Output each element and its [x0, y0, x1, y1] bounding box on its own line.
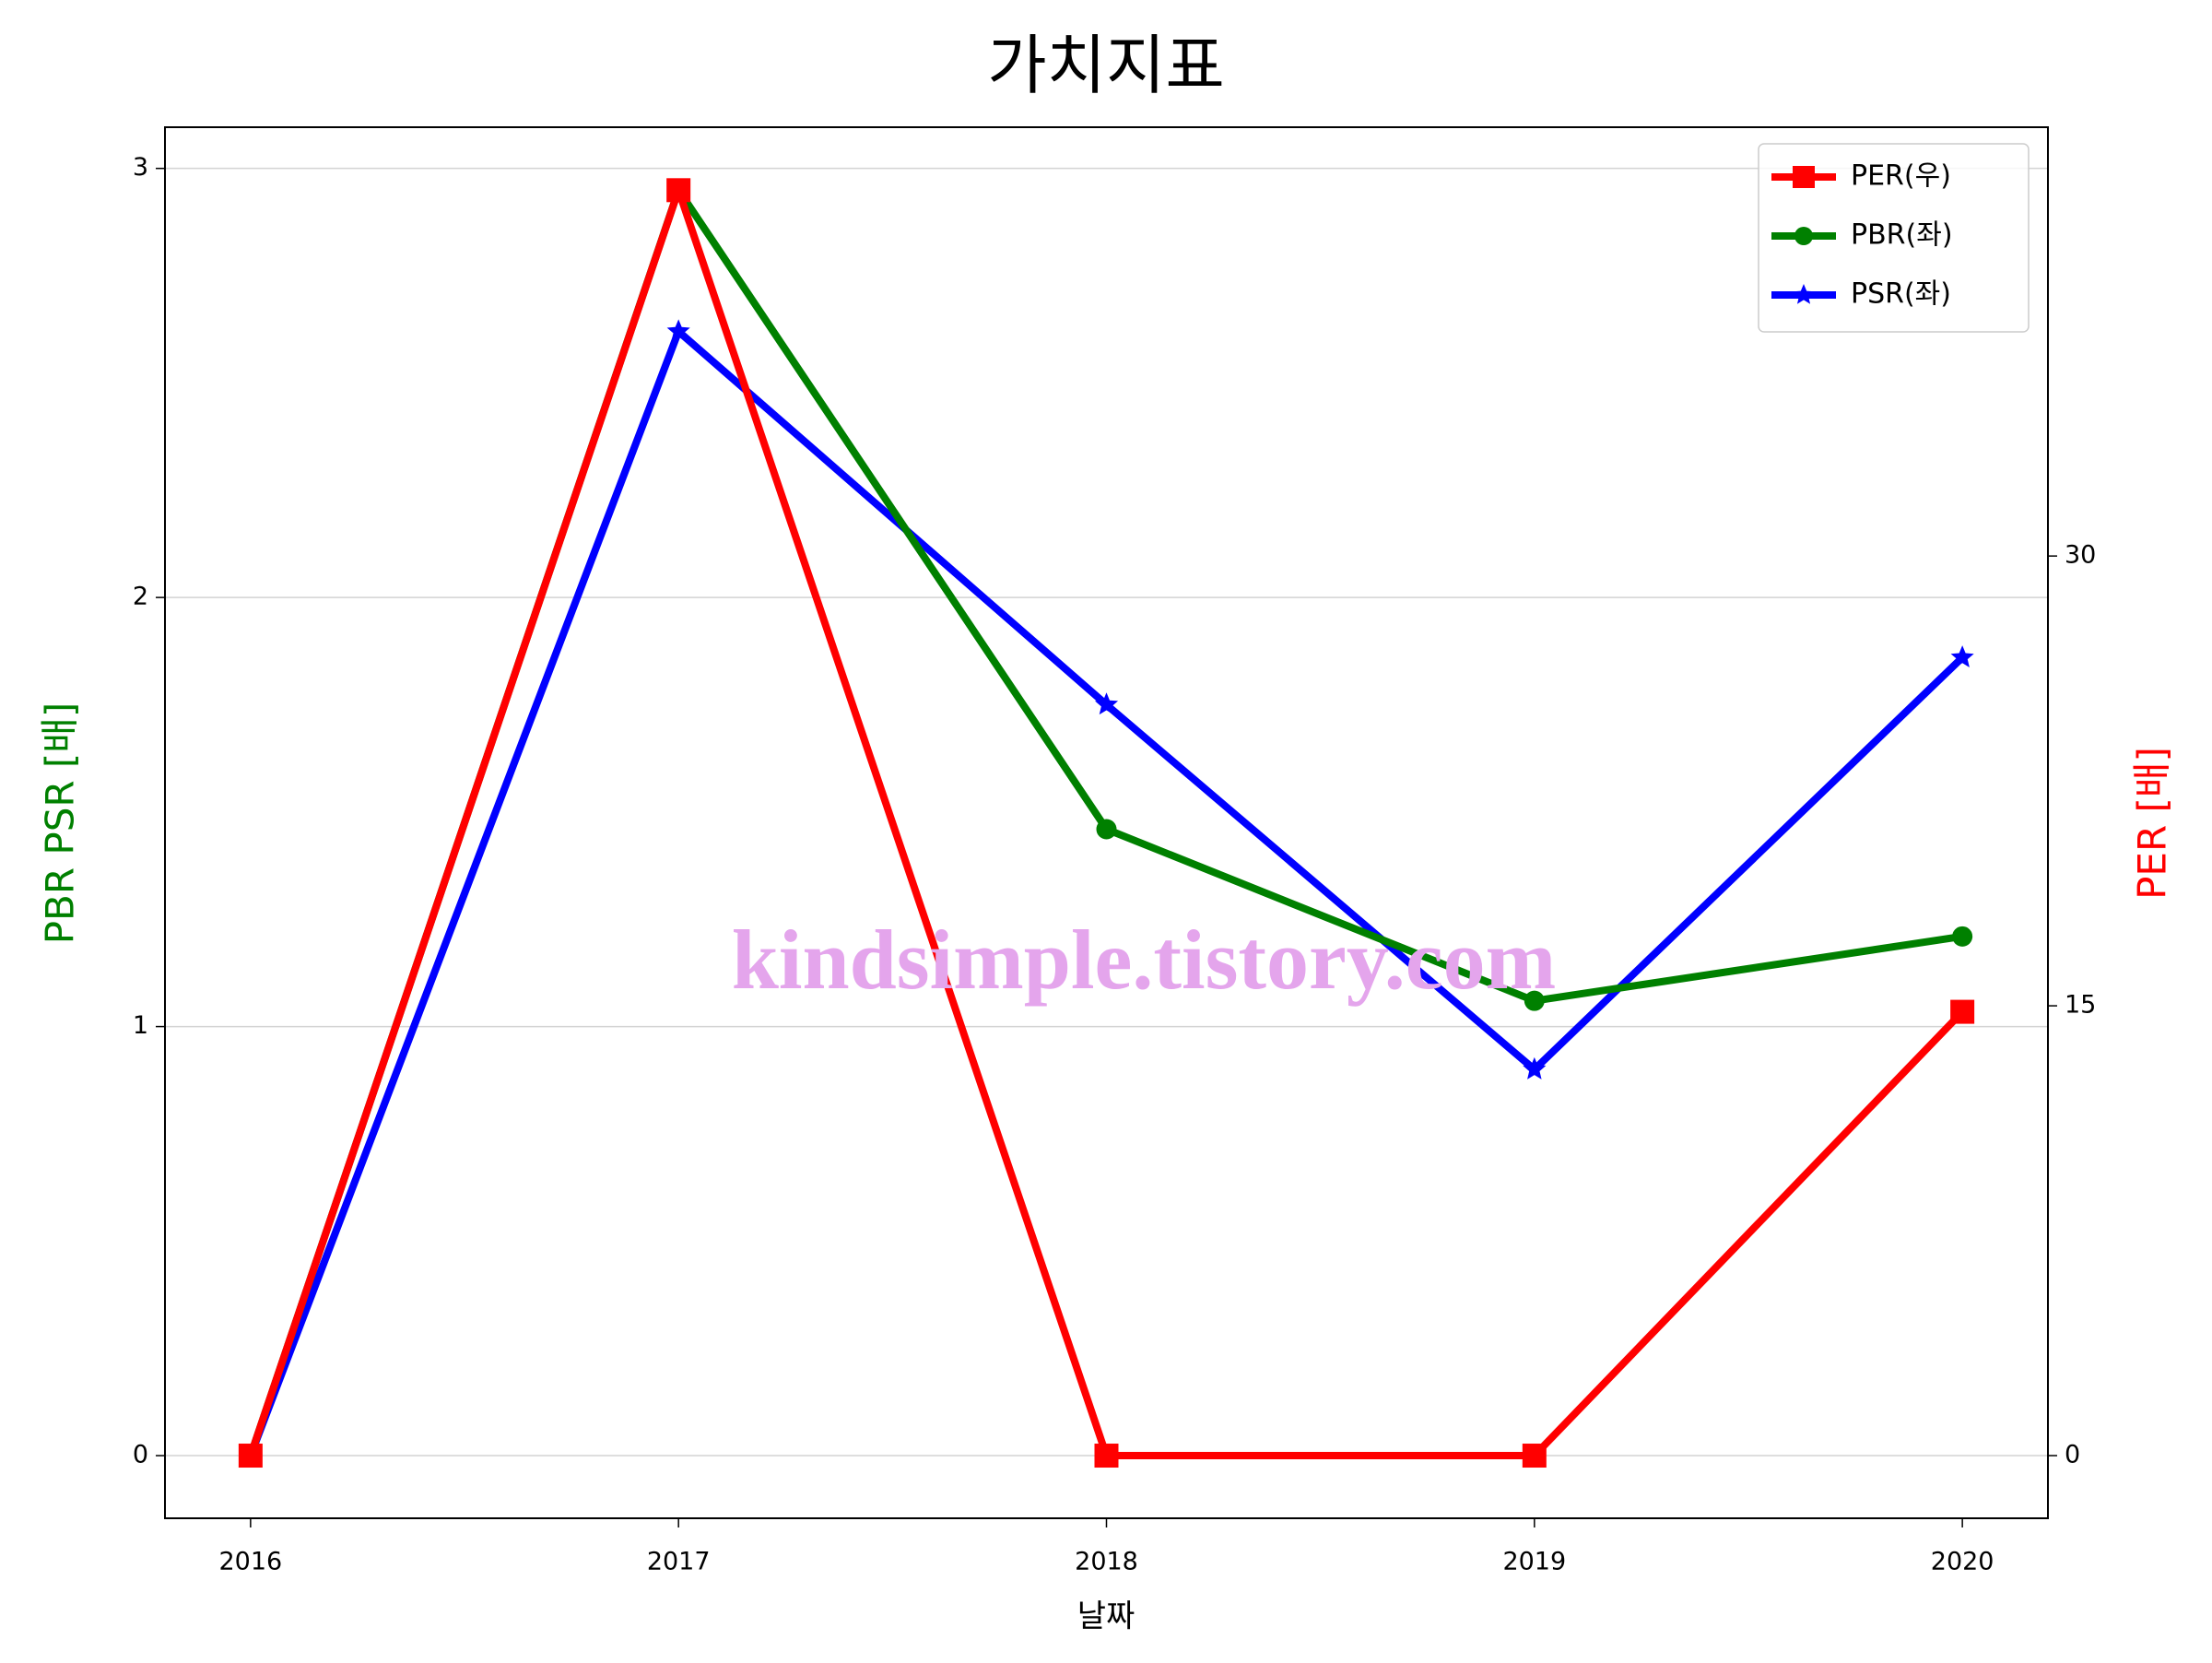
marker: [1096, 819, 1117, 840]
marker: [1094, 1444, 1119, 1468]
y-tick-label: 3: [133, 153, 148, 182]
y-tick-label: 1: [133, 1011, 148, 1040]
watermark: kindsimple.tistory.com: [732, 913, 1556, 1007]
x-axis-label: 날짜: [1077, 1598, 1135, 1635]
y2-tick-label: 30: [2065, 541, 2096, 570]
legend-label: PER(우): [1851, 160, 1951, 193]
marker: [238, 1444, 263, 1468]
legend-marker: [1794, 227, 1813, 245]
marker: [1094, 692, 1119, 715]
legend-box: [1758, 143, 2030, 333]
x-tick-label: 2018: [1075, 1548, 1138, 1576]
series-line: [247, 327, 1965, 1457]
marker: [666, 319, 690, 342]
marker: [1524, 990, 1545, 1011]
x-tick-label: 2019: [1502, 1548, 1566, 1576]
y-tick-label: 2: [133, 583, 148, 611]
legend-label: PSR(좌): [1851, 278, 1951, 311]
legend-label: PBR(좌): [1851, 219, 1953, 252]
legend-marker: [1793, 284, 1815, 304]
marker: [1522, 1444, 1547, 1468]
marker: [1523, 1056, 1547, 1079]
y2-axis-label: PER [배]: [2130, 747, 2175, 900]
y2-tick-label: 0: [2065, 1441, 2080, 1469]
y2-tick-label: 15: [2065, 991, 2096, 1020]
x-tick-label: 2016: [219, 1548, 283, 1576]
y-axis-label: PBR PSR [배]: [38, 702, 83, 945]
plot-frame: [164, 126, 2049, 1519]
legend-marker: [1793, 166, 1815, 188]
y-tick-label: 0: [133, 1441, 148, 1469]
x-tick-label: 2017: [647, 1548, 711, 1576]
x-tick-label: 2020: [1931, 1548, 1994, 1576]
marker: [1950, 999, 1975, 1024]
marker: [666, 178, 691, 203]
marker: [1952, 926, 1973, 947]
chart-title: 가치지표: [987, 28, 1225, 103]
marker: [1950, 645, 1974, 667]
